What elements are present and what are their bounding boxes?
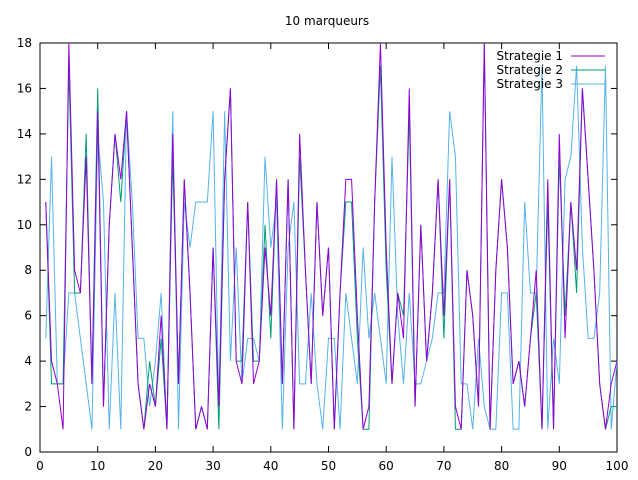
y-tick-label: 12	[17, 172, 32, 186]
legend-label: Strategie 3	[497, 77, 563, 91]
series-line-1	[45, 42, 618, 430]
x-tick-label: 70	[436, 459, 451, 473]
x-tick-label: 0	[36, 459, 44, 473]
y-tick-label: 10	[17, 218, 32, 232]
chart-title: 10 marqueurs	[285, 14, 369, 28]
legend-label: Strategie 2	[497, 63, 563, 77]
x-tick-label: 60	[379, 459, 394, 473]
series-line-3	[45, 65, 618, 430]
axes: 0 10 20 30 40 50 60 70 80 90 100 0 2 4 6 8 10 12 14 16 18	[17, 36, 629, 473]
y-tick-label: 18	[17, 36, 32, 50]
y-tick-label: 0	[24, 445, 32, 459]
legend-label: Strategie 1	[497, 49, 563, 63]
y-tick-label: 2	[24, 400, 32, 414]
y-tick-label: 4	[24, 354, 32, 368]
x-tick-label: 20	[148, 459, 163, 473]
y-tick-label: 6	[24, 309, 32, 323]
x-tick-label: 10	[90, 459, 105, 473]
x-tick-label: 100	[606, 459, 629, 473]
x-tick-label: 40	[263, 459, 278, 473]
y-tick-label: 16	[17, 81, 32, 95]
y-tick-label: 14	[17, 127, 32, 141]
x-tick-label: 50	[321, 459, 336, 473]
x-tick-label: 30	[205, 459, 220, 473]
x-tick-label: 90	[552, 459, 567, 473]
x-tick-label: 80	[494, 459, 509, 473]
y-tick-label: 8	[24, 263, 32, 277]
series-layer	[45, 42, 618, 430]
